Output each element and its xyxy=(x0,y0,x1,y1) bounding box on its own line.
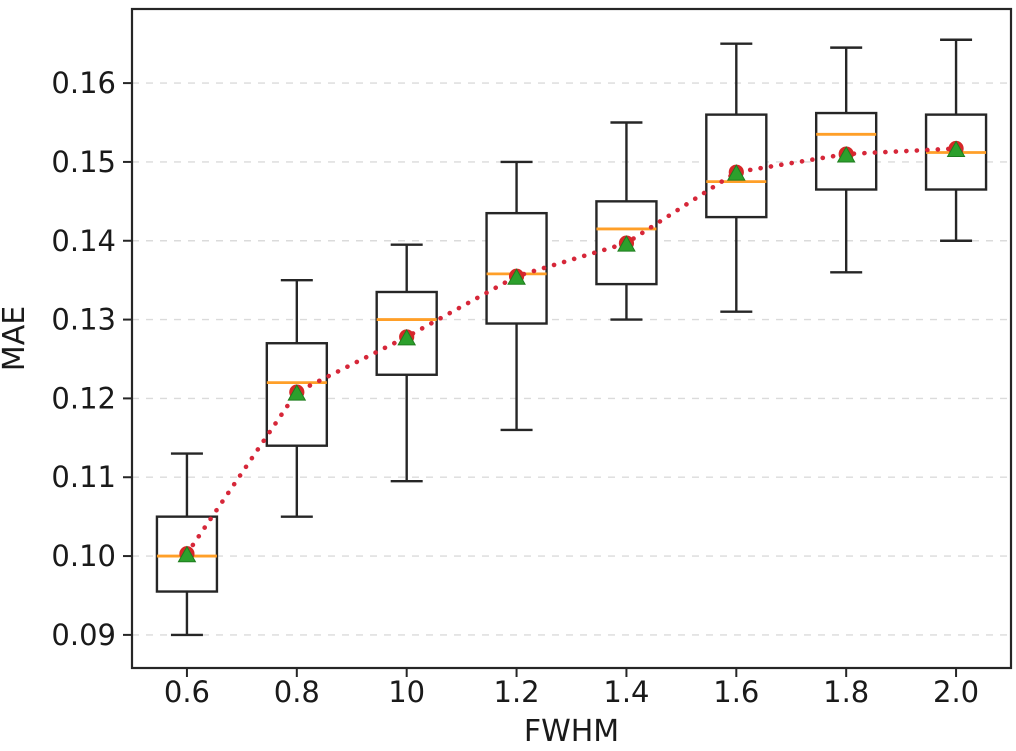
y-tick-label: 0.15 xyxy=(51,145,116,179)
x-axis: 0.6 0.8 10 1.2 1.4 1.6 1.8 2.0 xyxy=(164,668,979,709)
x-tick-label: 0.8 xyxy=(274,675,320,709)
mean-markers xyxy=(177,140,966,563)
y-tick-label: 0.11 xyxy=(51,460,116,494)
mean-triangle xyxy=(836,146,856,163)
x-tick-label: 1.4 xyxy=(603,675,649,709)
mean-marker-1.4 xyxy=(617,235,636,252)
axes-spines xyxy=(130,7,1013,670)
y-tick-label: 0.14 xyxy=(51,224,116,258)
mean-marker-1.2 xyxy=(507,268,526,285)
mean-triangle xyxy=(177,545,197,563)
mean-marker-10 xyxy=(397,328,417,346)
mean-triangle xyxy=(507,268,526,285)
y-tick-label: 0.13 xyxy=(51,303,116,337)
x-tick-label: 2.0 xyxy=(933,675,979,709)
mean-marker-1.8 xyxy=(836,146,856,163)
mean-marker-1.6 xyxy=(726,164,746,181)
mean-triangle xyxy=(726,164,746,181)
mean-triangle xyxy=(946,140,966,158)
mean-marker-0.6 xyxy=(177,545,197,563)
mean-triangle xyxy=(397,328,417,346)
boxes xyxy=(155,38,988,637)
mean-triangle xyxy=(617,235,636,252)
iqr-box xyxy=(595,200,658,286)
box-group-0.6 xyxy=(155,452,219,637)
mean-marker-2.0 xyxy=(946,140,966,158)
x-tick-label: 1.2 xyxy=(494,675,540,709)
x-tick-label: 1.6 xyxy=(713,675,759,709)
y-axis-title: MAE xyxy=(0,306,32,371)
mean-marker-0.8 xyxy=(287,384,307,401)
box-group-1.4 xyxy=(595,121,658,321)
mean-triangle xyxy=(287,384,307,401)
x-tick-label: 0.6 xyxy=(164,675,210,709)
y-tick-label: 0.12 xyxy=(51,381,116,415)
x-tick-label: 1.8 xyxy=(823,675,869,709)
x-tick-label: 10 xyxy=(388,675,425,709)
x-axis-title: FWHM xyxy=(524,714,619,749)
y-axis: 0.09 0.10 0.11 0.12 0.13 0.14 0.15 0.16 xyxy=(51,66,132,652)
y-tick-label: 0.10 xyxy=(51,539,116,573)
y-tick-label: 0.16 xyxy=(51,66,116,100)
y-tick-label: 0.09 xyxy=(51,618,116,652)
